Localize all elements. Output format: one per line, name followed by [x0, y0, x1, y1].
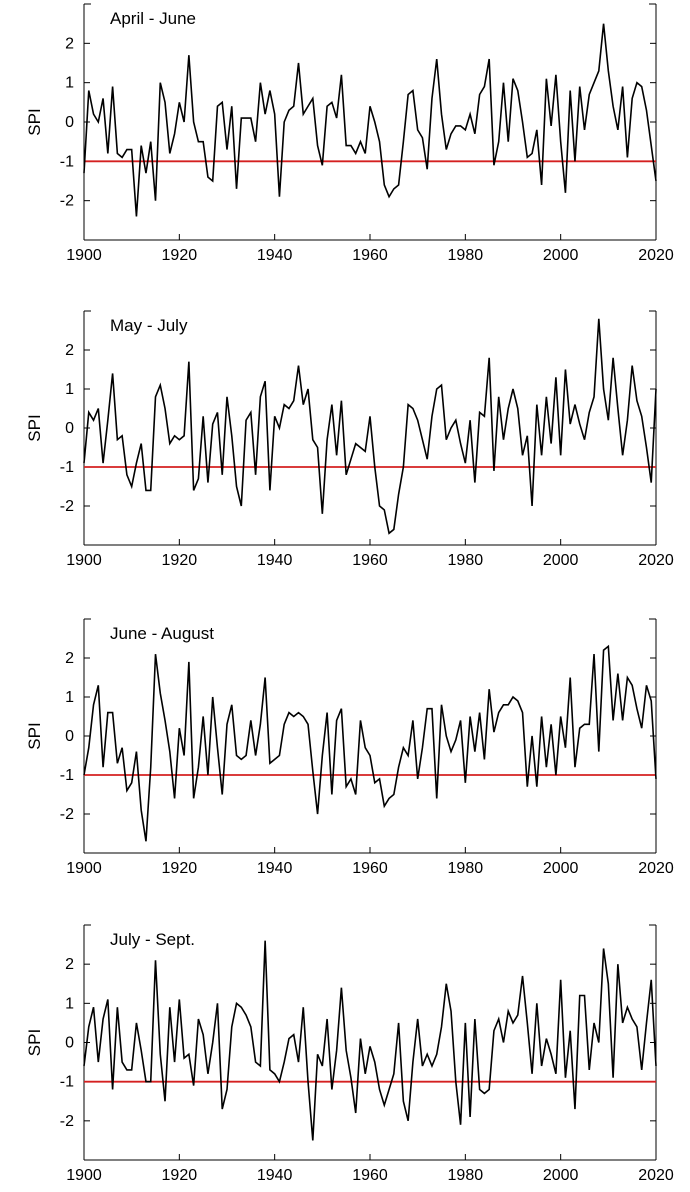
y-tick-label: -2	[60, 806, 74, 823]
y-tick-label: 2	[65, 342, 74, 359]
series-line-1	[83, 318, 657, 535]
panel-title: May - July	[110, 316, 188, 335]
x-tick-label: 2020	[638, 1167, 674, 1184]
x-tick-label: 1920	[162, 860, 198, 877]
x-tick-label: 2020	[638, 247, 674, 264]
chart-panel-1: 2 1 0 -1 -2 1900 1920 1940 1960 1980 2000 2020 SPI Ap…	[25, 3, 674, 264]
panel-title: April - June	[110, 9, 196, 28]
x-tick-label: 2020	[638, 552, 674, 569]
y-tick-label: 1	[65, 381, 74, 398]
series-line-1	[83, 23, 657, 217]
x-tick-label: 1900	[66, 247, 102, 264]
x-tick-label: 1940	[257, 247, 293, 264]
x-tick-label: 1920	[162, 552, 198, 569]
x-tick-label: 1900	[66, 552, 102, 569]
x-tick-label: 2000	[543, 1167, 579, 1184]
chart-panel-3: 2 1 0 -1 -2 1900 1920 1940 1960 1980 2000 2020 SPI Ju…	[25, 618, 674, 877]
y-axis-label: SPI	[25, 722, 44, 749]
y-tick-label: 1	[65, 75, 74, 92]
y-tick-label: 0	[65, 420, 74, 437]
x-tick-label: 1960	[352, 247, 388, 264]
x-tick-label: 2000	[543, 247, 579, 264]
x-tick-label: 1960	[352, 552, 388, 569]
x-tick-label: 1980	[448, 247, 484, 264]
x-tick-label: 1980	[448, 860, 484, 877]
x-tick-label: 1940	[257, 860, 293, 877]
y-tick-label: 0	[65, 114, 74, 131]
y-tick-label: -2	[60, 193, 74, 210]
y-tick-label: -1	[60, 1074, 74, 1091]
x-tick-label: 1980	[448, 552, 484, 569]
x-tick-label: 1920	[162, 247, 198, 264]
panel-title: July - Sept.	[110, 930, 195, 949]
series-line-1	[83, 644, 657, 842]
series-line-1	[83, 940, 657, 1141]
x-tick-label: 1900	[66, 1167, 102, 1184]
y-tick-label: -2	[60, 498, 74, 515]
y-tick-label: -1	[60, 153, 74, 170]
y-tick-label: -2	[60, 1113, 74, 1130]
y-tick-label: 1	[65, 689, 74, 706]
y-tick-label: -1	[60, 767, 74, 784]
y-tick-label: 0	[65, 728, 74, 745]
x-tick-label: 1980	[448, 1167, 484, 1184]
x-tick-label: 1920	[162, 1167, 198, 1184]
y-tick-label: 1	[65, 995, 74, 1012]
x-tick-label: 1940	[257, 552, 293, 569]
y-tick-label: 2	[65, 956, 74, 973]
x-tick-label: 2000	[543, 860, 579, 877]
y-tick-label: -1	[60, 459, 74, 476]
y-axis-label: SPI	[25, 108, 44, 135]
chart-panel-2: 2 1 0 -1 -2 1900 1920 1940 1960 1980 2000 2020 SPI Ma…	[25, 310, 674, 569]
y-axis-label: SPI	[25, 414, 44, 441]
y-axis-label: SPI	[25, 1029, 44, 1056]
y-tick-label: 0	[65, 1035, 74, 1052]
x-tick-label: 2020	[638, 860, 674, 877]
x-tick-label: 1960	[352, 1167, 388, 1184]
y-tick-label: 2	[65, 35, 74, 52]
x-tick-label: 1940	[257, 1167, 293, 1184]
x-tick-label: 1960	[352, 860, 388, 877]
chart-panel-4: 2 1 0 -1 -2 1900 1920 1940 1960 1980 2000 2020 SPI Ju…	[25, 924, 674, 1184]
x-tick-label: 2000	[543, 552, 579, 569]
panel-title: June - August	[110, 624, 214, 643]
x-tick-label: 1900	[66, 860, 102, 877]
y-tick-label: 2	[65, 650, 74, 667]
